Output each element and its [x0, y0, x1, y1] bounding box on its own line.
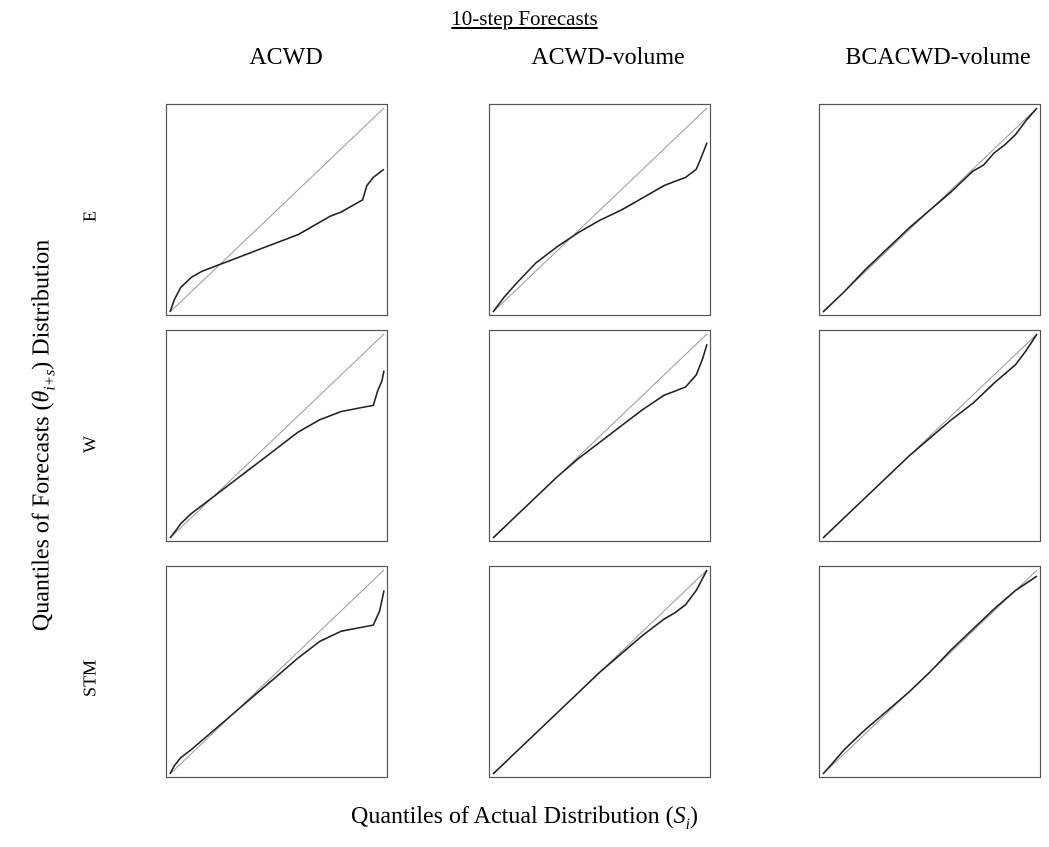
plot-frame	[165, 565, 389, 779]
qq-plot-svg	[165, 565, 389, 779]
qq-plot-svg	[488, 565, 712, 779]
plot-frame	[488, 329, 712, 543]
column-label-acwd-volume: ACWD-volume	[531, 44, 685, 70]
y-axis-label: Quantiles of Forecasts (θi+s) Distributi…	[28, 239, 59, 632]
qq-line	[492, 142, 708, 313]
qq-line	[169, 168, 385, 313]
qq-line	[822, 575, 1038, 775]
qq-panel-w-acwd-volume	[488, 329, 712, 543]
qq-panel-w-bcacwd-volume	[818, 329, 1042, 543]
qq-plot-svg	[818, 103, 1042, 317]
plot-frame	[488, 103, 712, 317]
qq-panel-w-acwd	[165, 329, 389, 543]
qq-panel-stm-acwd	[165, 565, 389, 779]
column-label-acwd: ACWD	[249, 44, 323, 70]
plot-frame	[818, 565, 1042, 779]
qq-panel-e-acwd-volume	[488, 103, 712, 317]
qq-panel-e-acwd	[165, 103, 389, 317]
reference-line	[492, 107, 708, 313]
qq-panel-e-bcacwd-volume	[818, 103, 1042, 317]
plot-frame	[818, 103, 1042, 317]
qq-plot-svg	[818, 565, 1042, 779]
qq-plot-svg	[488, 329, 712, 543]
figure-title: 10-step Forecasts	[451, 6, 598, 30]
qq-plot-svg	[165, 329, 389, 543]
reference-line	[169, 569, 385, 775]
qq-plot-svg	[165, 103, 389, 317]
qq-panel-stm-acwd-volume	[488, 565, 712, 779]
row-label-stm: STM	[79, 660, 100, 698]
qq-line	[492, 343, 708, 539]
qq-line	[822, 107, 1038, 313]
qq-line	[492, 569, 708, 775]
plot-frame	[165, 329, 389, 543]
plot-frame	[488, 565, 712, 779]
reference-line	[169, 333, 385, 539]
qq-line	[822, 333, 1038, 539]
qq-plot-svg	[488, 103, 712, 317]
plot-frame	[818, 329, 1042, 543]
plot-frame	[165, 103, 389, 317]
qq-line	[169, 370, 385, 539]
row-label-e: E	[79, 211, 100, 222]
row-label-w: W	[79, 436, 100, 453]
column-label-bcacwd-volume: BCACWD-volume	[845, 44, 1031, 70]
qq-panel-stm-bcacwd-volume	[818, 565, 1042, 779]
x-axis-label: Quantiles of Actual Distribution (Si)	[351, 803, 698, 833]
reference-line	[169, 107, 385, 313]
qq-plot-svg	[818, 329, 1042, 543]
qq-line	[169, 590, 385, 775]
